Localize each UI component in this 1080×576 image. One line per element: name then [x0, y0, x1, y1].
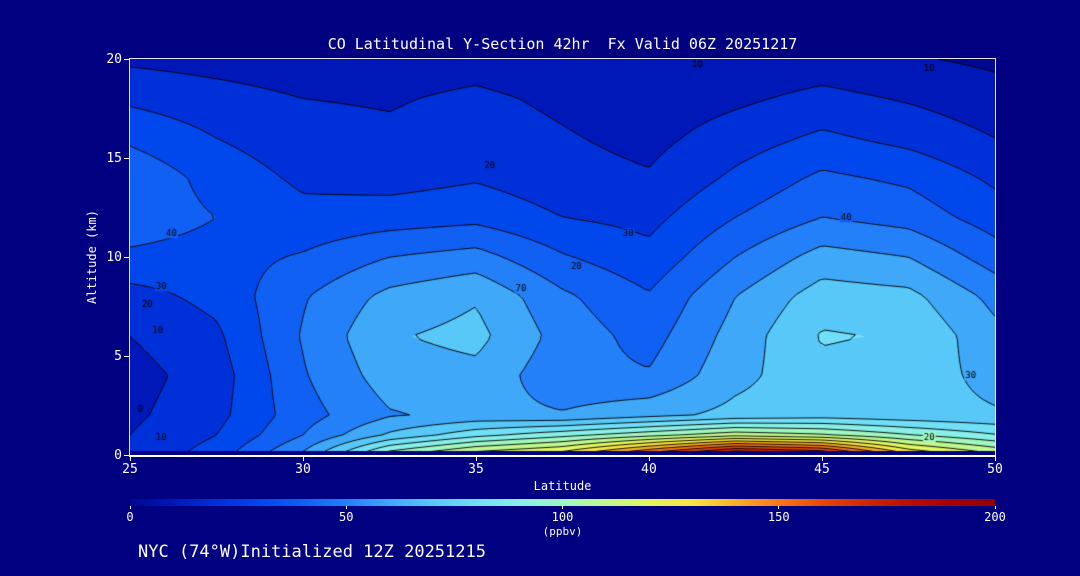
colorbar-unit-label: (ppbv) — [542, 525, 583, 538]
x-tick-label: 25 — [122, 462, 138, 477]
colorbar-tick-label: 0 — [126, 510, 134, 524]
x-tick-label: 40 — [641, 462, 657, 477]
x-axis-label: Latitude — [533, 479, 592, 493]
colorbar-tick-mark — [994, 506, 996, 509]
y-tick-label: 10 — [106, 250, 122, 265]
y-tick-label: 20 — [106, 52, 122, 67]
colorbar-tick-label: 50 — [339, 510, 354, 524]
y-tick-mark — [124, 58, 129, 60]
colorbar-tick-label: 100 — [551, 510, 574, 524]
colorbar-tick-label: 200 — [984, 510, 1006, 524]
y-tick-label: 5 — [114, 349, 122, 364]
y-tick-mark — [124, 355, 129, 357]
colorbar-tick-label: 150 — [767, 510, 790, 524]
contour-heatmap-canvas — [130, 59, 995, 455]
y-tick-label: 0 — [114, 448, 122, 463]
x-tick-label: 45 — [814, 462, 830, 477]
x-tick-label: 35 — [468, 462, 484, 477]
y-tick-mark — [124, 157, 129, 159]
chart-title: CO Latitudinal Y-Section 42hr Fx Valid 0… — [327, 35, 798, 53]
init-info-text: NYC (74°W)Initialized 12Z 20251215 — [138, 542, 486, 562]
x-tick-label: 30 — [295, 462, 311, 477]
x-tick-mark — [994, 456, 996, 461]
plot-area — [129, 58, 996, 457]
y-tick-label: 15 — [106, 151, 122, 166]
colorbar — [130, 499, 995, 506]
x-tick-label: 50 — [987, 462, 1003, 477]
x-tick-mark — [129, 456, 131, 461]
x-tick-mark — [648, 456, 650, 461]
y-tick-mark — [124, 454, 129, 456]
x-tick-mark — [302, 456, 304, 461]
colorbar-tick-mark — [129, 506, 131, 509]
colorbar-tick-mark — [562, 506, 563, 509]
colorbar-tick-mark — [345, 506, 347, 509]
x-tick-mark — [821, 456, 823, 461]
y-tick-mark — [124, 256, 129, 258]
colorbar-tick-mark — [778, 506, 780, 509]
x-tick-mark — [475, 456, 477, 461]
